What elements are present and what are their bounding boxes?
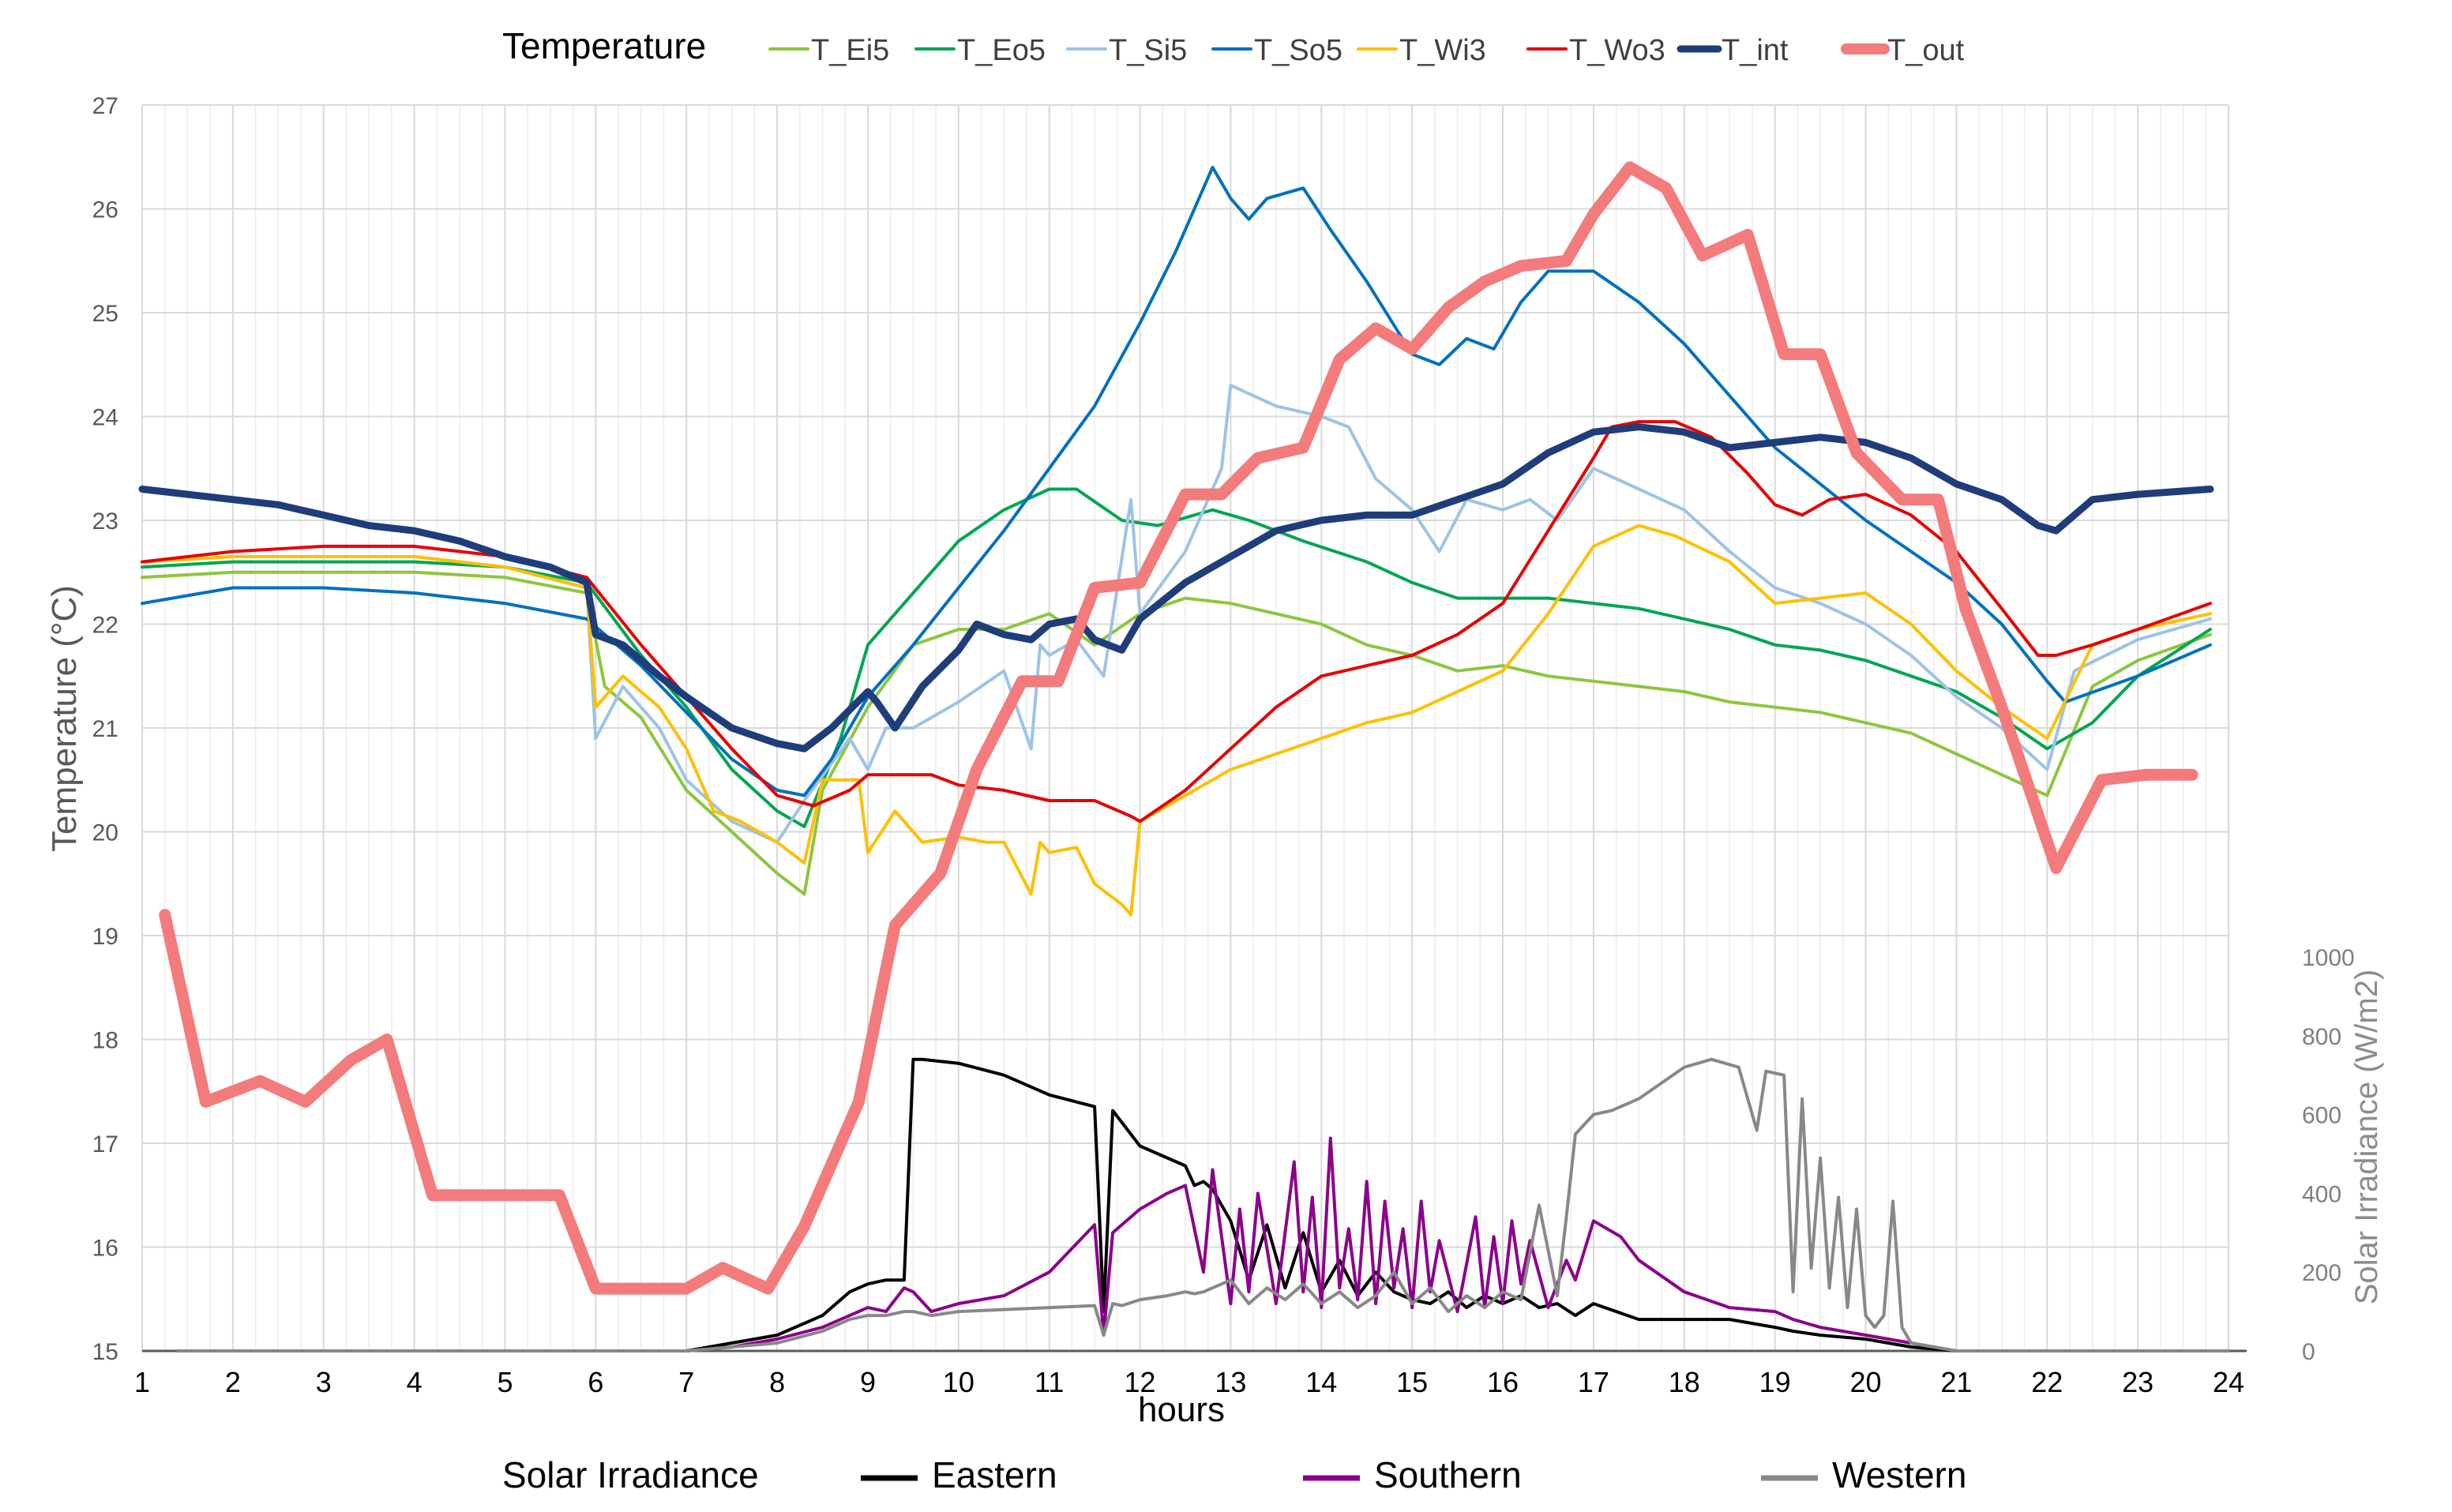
solar-legend-title: Solar Irradiance (502, 1454, 759, 1495)
series-line-t-int (138, 423, 2214, 752)
x-tick-label: 7 (678, 1366, 694, 1398)
x-tick-label: 19 (1759, 1366, 1791, 1398)
x-axis-label: hours (1138, 1390, 1225, 1429)
x-tick-label: 16 (1487, 1366, 1519, 1398)
x-tick-label: 2 (225, 1366, 241, 1398)
x-tick-label: 4 (407, 1366, 422, 1398)
y-tick-label: 17 (92, 1131, 118, 1157)
legend-label-t-eo5: T_Eo5 (957, 34, 1046, 67)
legend-label-eastern: Eastern (932, 1454, 1057, 1495)
y-tick-label: 22 (92, 613, 118, 639)
x-tick-label: 10 (943, 1366, 974, 1398)
y-tick-label: 25 (92, 301, 118, 327)
series-layer (138, 161, 2230, 1353)
y2-tick-label: 200 (2302, 1260, 2341, 1286)
series-line-t-out (159, 161, 2199, 1295)
y-axis-label: Temperature (°C) (45, 585, 84, 852)
legend-label-t-int: T_int (1722, 34, 1789, 67)
x-tick-label: 14 (1305, 1366, 1337, 1398)
series-line-southern (176, 1136, 2230, 1353)
x-tick-label: 9 (860, 1366, 876, 1398)
legend-label-western: Western (1832, 1454, 1966, 1495)
x-tick-label: 8 (769, 1366, 785, 1398)
series-line-t-wo3 (141, 420, 2212, 824)
x-tick-label: 22 (2031, 1366, 2063, 1398)
legend-label-southern: Southern (1374, 1454, 1522, 1495)
x-tick-label: 13 (1215, 1366, 1246, 1398)
y2-tick-label: 1000 (2302, 945, 2355, 971)
axes: 1 2 3 4 5 6 7 8 9 10 11 12 13 14 15 16 17 18 19 20 21 22 23 241… (92, 93, 2355, 1398)
y-tick-label: 27 (92, 93, 118, 119)
x-tick-label: 20 (1849, 1366, 1881, 1398)
legend-label-t-out: T_out (1887, 34, 1965, 67)
series-line-t-ei5 (141, 570, 2212, 896)
x-tick-label: 21 (1940, 1366, 1972, 1398)
legend-label-t-ei5: T_Ei5 (811, 34, 889, 67)
series-line-t-wi3 (141, 523, 2212, 917)
series-line-t-eo5 (141, 487, 2212, 828)
y2-tick-label: 800 (2302, 1024, 2341, 1050)
legend-top: T_Ei5 T_Eo5 T_Si5 T_So5 T_Wi3 T_Wo3 T_int T_out (768, 34, 1965, 67)
legend-bottom: Eastern Southern Western (861, 1454, 1966, 1495)
y-tick-label: 16 (92, 1236, 118, 1262)
y2-axis-label: Solar Irradiance (W/m2) (2349, 970, 2384, 1305)
x-tick-label: 5 (497, 1366, 513, 1398)
y-tick-label: 15 (92, 1339, 118, 1365)
series-line-t-si5 (141, 384, 2212, 844)
y-tick-label: 18 (92, 1028, 118, 1054)
y-tick-label: 23 (92, 508, 118, 535)
series-line-western (176, 1057, 2230, 1353)
legend-label-t-wi3: T_Wi3 (1399, 34, 1486, 67)
x-tick-label: 15 (1396, 1366, 1428, 1398)
y2-tick-label: 0 (2302, 1339, 2315, 1365)
series-line-t-so5 (141, 165, 2212, 797)
x-tick-label: 24 (2213, 1366, 2244, 1398)
legend-label-t-wo3: T_Wo3 (1569, 34, 1665, 67)
x-tick-label: 17 (1578, 1366, 1609, 1398)
y-tick-label: 26 (92, 197, 118, 223)
x-tick-label: 6 (588, 1366, 603, 1398)
y2-tick-label: 400 (2302, 1181, 2341, 1207)
x-tick-label: 1 (134, 1366, 150, 1398)
y-tick-label: 20 (92, 820, 118, 846)
y2-tick-label: 600 (2302, 1103, 2341, 1129)
temperature-legend-title: Temperature (502, 25, 706, 66)
x-tick-label: 3 (316, 1366, 332, 1398)
legend-label-t-si5: T_Si5 (1109, 34, 1187, 67)
x-tick-label: 11 (1034, 1366, 1064, 1398)
x-tick-label: 12 (1125, 1366, 1156, 1398)
x-tick-label: 23 (2122, 1366, 2153, 1398)
x-tick-label: 18 (1669, 1366, 1700, 1398)
y-tick-label: 19 (92, 924, 118, 950)
y-tick-label: 24 (92, 405, 118, 431)
y-tick-label: 21 (92, 716, 118, 742)
series-line-eastern (176, 1057, 2230, 1353)
legend-label-t-so5: T_So5 (1254, 34, 1342, 67)
